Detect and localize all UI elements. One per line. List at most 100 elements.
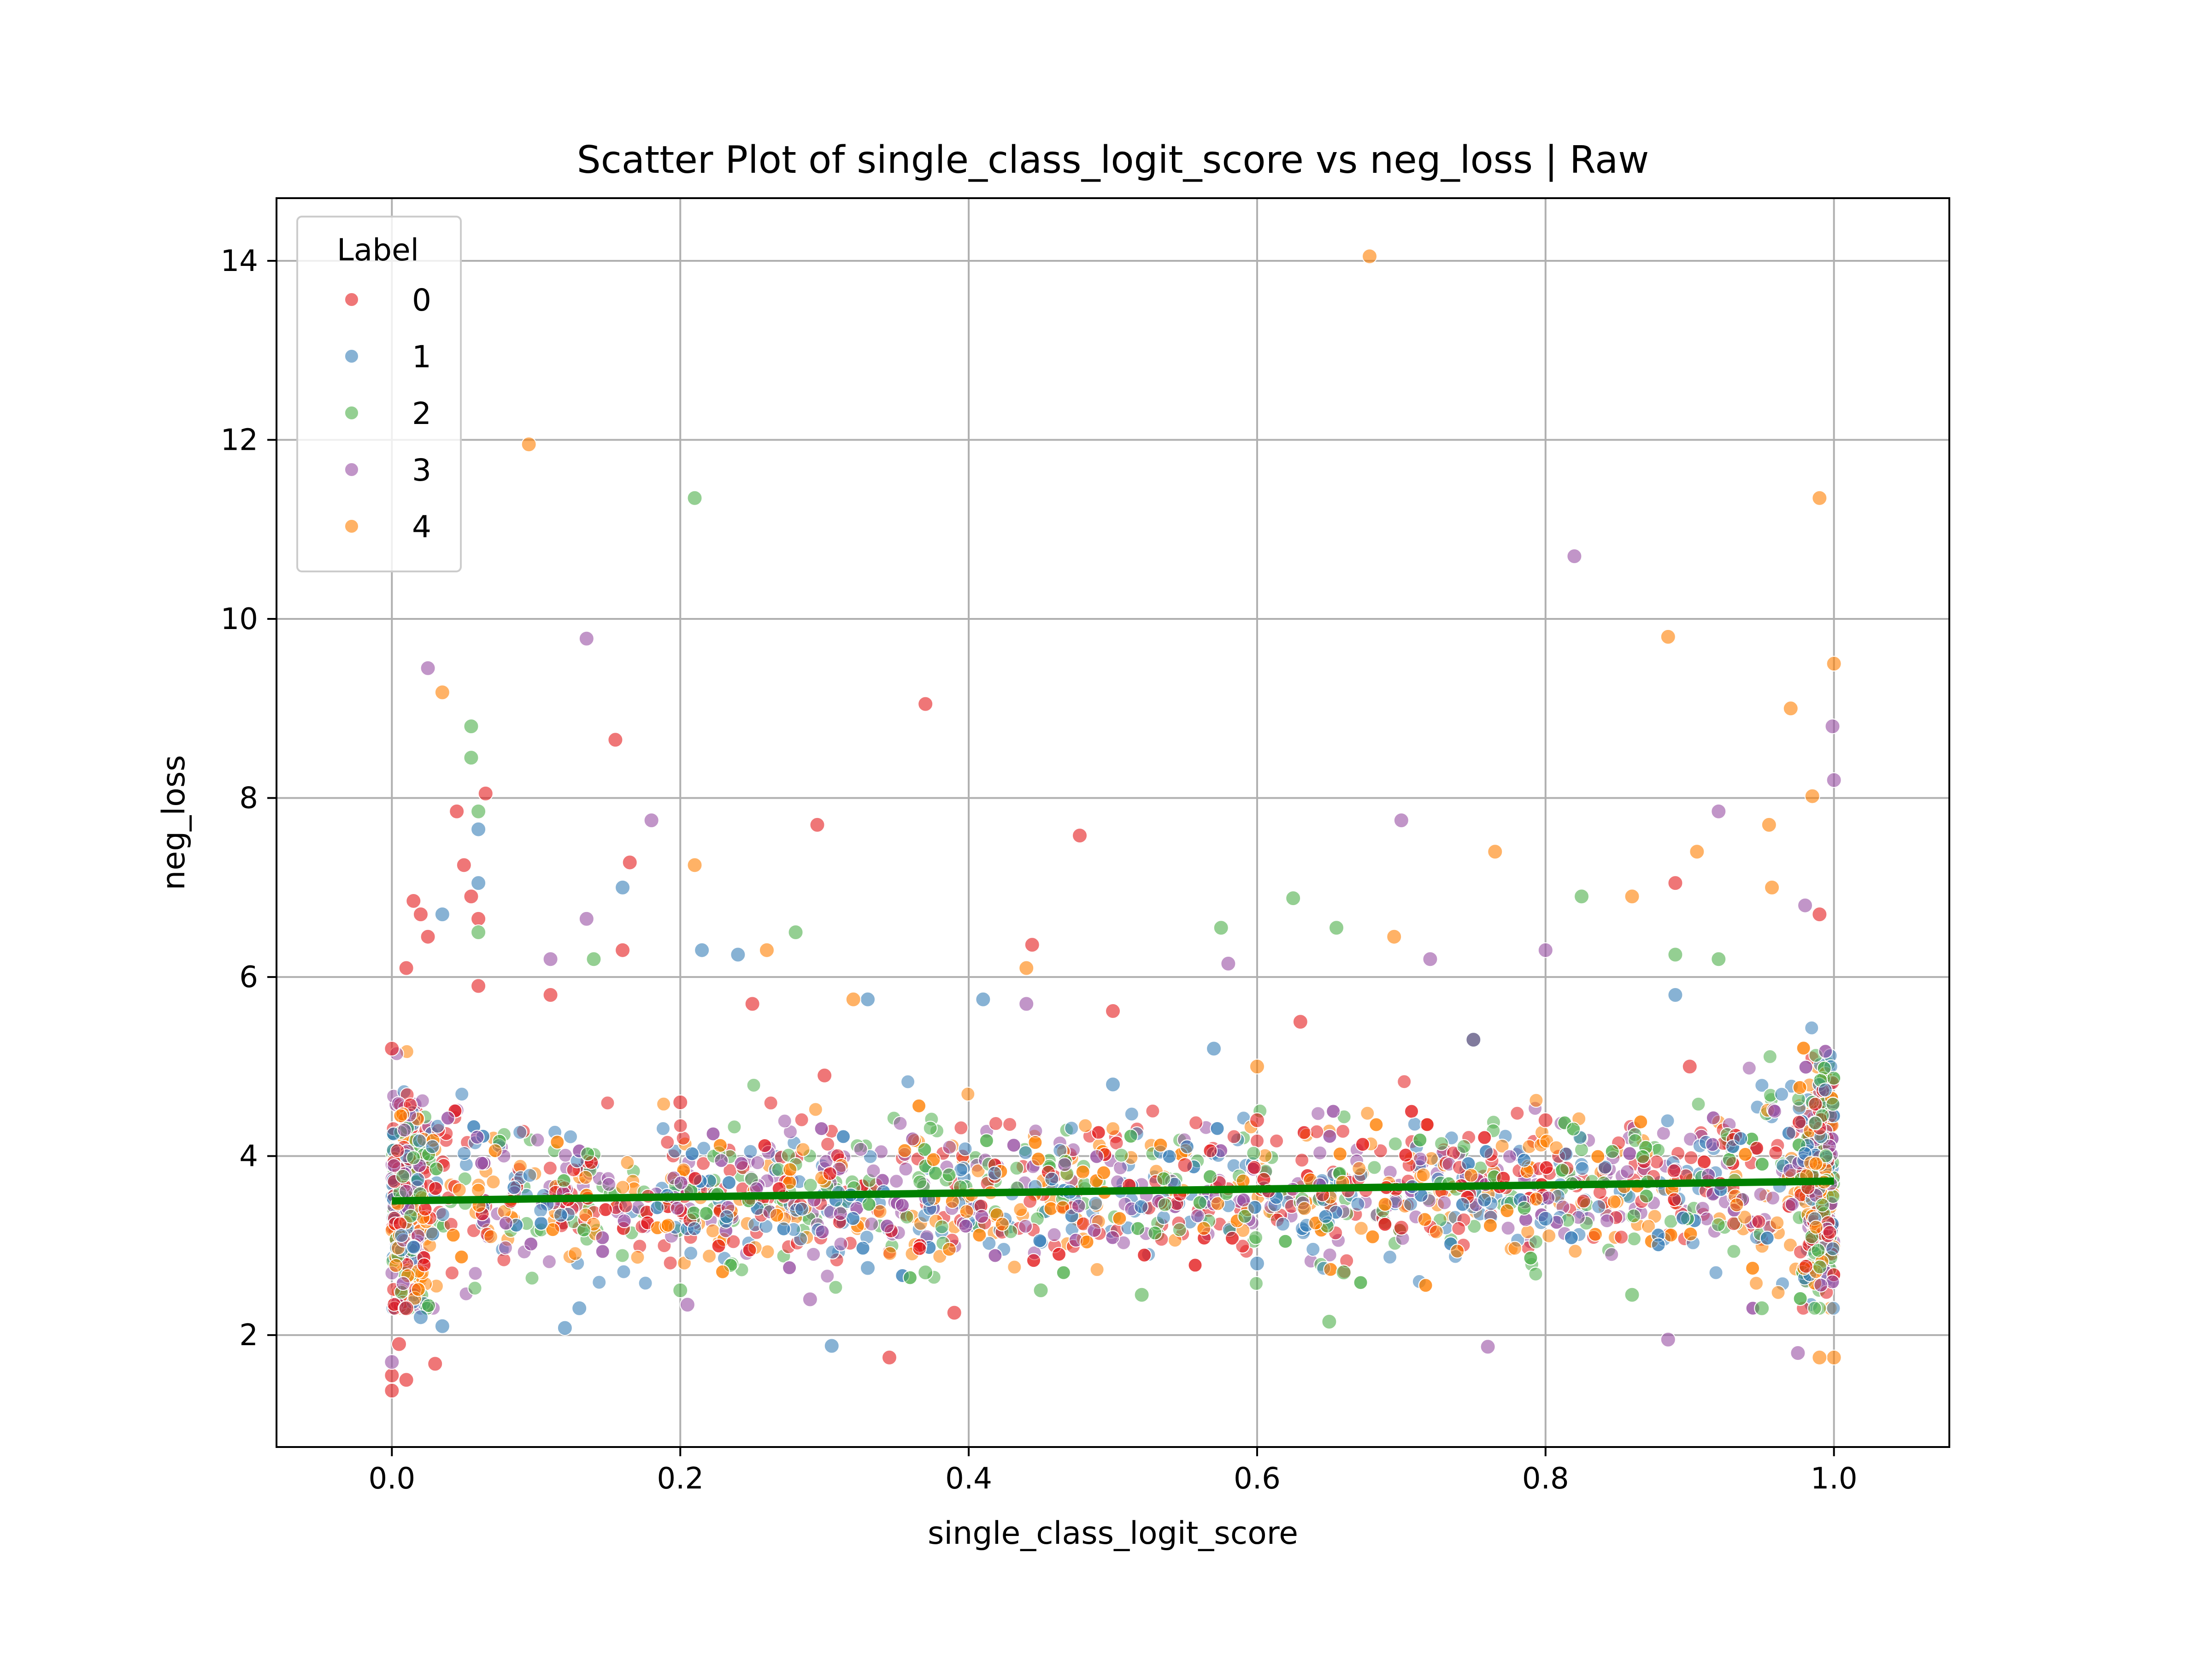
dense-point xyxy=(615,1248,630,1263)
dense-point xyxy=(782,1260,797,1275)
dense-point xyxy=(1568,1244,1583,1259)
scatter-point-label-1 xyxy=(824,1338,840,1354)
dense-point xyxy=(1754,1157,1770,1172)
dense-point xyxy=(1018,1145,1033,1160)
dense-point xyxy=(1114,1147,1129,1163)
dense-point xyxy=(395,1169,411,1184)
dense-point xyxy=(1018,1219,1033,1234)
dense-point xyxy=(820,1269,835,1284)
dense-point xyxy=(833,1206,848,1221)
dense-point xyxy=(958,1141,973,1156)
dense-point xyxy=(1388,1136,1403,1152)
scatter-point-label-0 xyxy=(817,1067,833,1083)
dense-point xyxy=(866,1163,881,1178)
dense-point xyxy=(1649,1154,1664,1170)
dense-point xyxy=(1109,1135,1124,1151)
dense-point xyxy=(953,1120,969,1135)
scatter-point-label-2 xyxy=(1667,947,1683,963)
scatter-point-label-0 xyxy=(449,803,465,819)
legend: Label 0 1 2 3 4 xyxy=(296,216,462,572)
dense-point xyxy=(1417,1212,1432,1227)
dense-point xyxy=(1770,1215,1785,1230)
scatter-point-label-0 xyxy=(398,1372,414,1388)
scatter-point-label-0 xyxy=(427,1356,443,1372)
chart-title: Scatter Plot of single_class_logit_score… xyxy=(577,138,1649,182)
dense-point xyxy=(988,1248,1003,1263)
dense-point xyxy=(440,1111,455,1126)
x-tick-label: 1.0 xyxy=(1811,1462,1858,1496)
dense-point xyxy=(563,1129,578,1144)
dense-point xyxy=(1554,1163,1570,1178)
dense-point xyxy=(1696,1154,1712,1170)
dense-point xyxy=(1360,1106,1375,1121)
dense-point xyxy=(835,1129,851,1144)
dense-point xyxy=(1711,1217,1726,1232)
dense-point xyxy=(616,1264,631,1279)
dense-point xyxy=(620,1155,635,1170)
scatter-point-label-3 xyxy=(643,812,659,829)
dense-point xyxy=(1096,1165,1112,1180)
y-tick-label: 4 xyxy=(239,1140,258,1174)
scatter-point-label-2 xyxy=(471,803,487,819)
dense-point xyxy=(808,1102,823,1117)
dense-point xyxy=(1751,1214,1766,1229)
dense-point xyxy=(1808,1116,1823,1131)
dense-point xyxy=(1683,1226,1698,1241)
dense-point xyxy=(971,1163,986,1178)
dense-point xyxy=(820,1136,835,1152)
scatter-point-label-0 xyxy=(1105,1003,1121,1019)
dense-point xyxy=(702,1248,717,1264)
dense-point xyxy=(444,1265,459,1281)
dense-point xyxy=(580,1146,595,1161)
dense-point xyxy=(522,1168,537,1183)
dense-point xyxy=(1202,1169,1218,1184)
scatter-point-label-2 xyxy=(1033,1282,1049,1299)
dense-point xyxy=(1156,1171,1171,1186)
dense-point xyxy=(1322,1247,1337,1263)
scatter-point-label-0 xyxy=(471,911,487,927)
dense-point xyxy=(1153,1137,1168,1153)
dense-point xyxy=(1249,1133,1265,1148)
scatter-point-label-4 xyxy=(1826,656,1842,672)
dense-point xyxy=(1237,1209,1253,1224)
dense-point xyxy=(958,1218,973,1234)
dense-point xyxy=(1663,1228,1678,1243)
dense-point xyxy=(474,1155,489,1171)
dense-point xyxy=(1523,1250,1538,1265)
dense-point xyxy=(926,1152,941,1167)
dense-point xyxy=(1768,1145,1783,1160)
dense-point xyxy=(1574,1142,1589,1157)
dense-point xyxy=(726,1234,741,1249)
dense-point xyxy=(435,1207,450,1222)
dense-point xyxy=(386,1158,401,1173)
trend-line xyxy=(392,1177,1834,1205)
dense-point xyxy=(687,1221,702,1236)
scatter-point-label-3 xyxy=(1790,1345,1806,1361)
scatter-point-label-0 xyxy=(471,978,487,994)
dense-point xyxy=(1269,1133,1284,1148)
dense-point xyxy=(488,1143,503,1158)
scatter-point-label-3 xyxy=(1711,803,1727,819)
dense-point xyxy=(498,1216,513,1231)
scatter-point-label-4 xyxy=(1487,844,1503,860)
legend-entry-label: 3 xyxy=(412,453,431,488)
dense-point xyxy=(853,1142,868,1157)
dense-point xyxy=(1774,1087,1789,1102)
dense-point xyxy=(1749,1276,1764,1291)
dense-point xyxy=(1826,1300,1841,1316)
dense-point xyxy=(1398,1147,1413,1163)
dense-point xyxy=(712,1138,728,1153)
dense-point xyxy=(1123,1129,1138,1144)
dense-point xyxy=(655,1121,671,1136)
scatter-point-label-2 xyxy=(1285,890,1301,906)
dense-point xyxy=(1529,1191,1544,1206)
dense-point xyxy=(1224,1230,1240,1246)
dense-point xyxy=(534,1216,549,1231)
dense-point xyxy=(1781,1125,1796,1141)
dense-point xyxy=(1528,1234,1543,1249)
scatter-point-label-0 xyxy=(607,732,624,748)
dense-point xyxy=(1162,1149,1177,1164)
dense-point xyxy=(1297,1201,1312,1216)
scatter-point-label-4 xyxy=(1249,1059,1265,1075)
dense-point xyxy=(425,1226,440,1241)
